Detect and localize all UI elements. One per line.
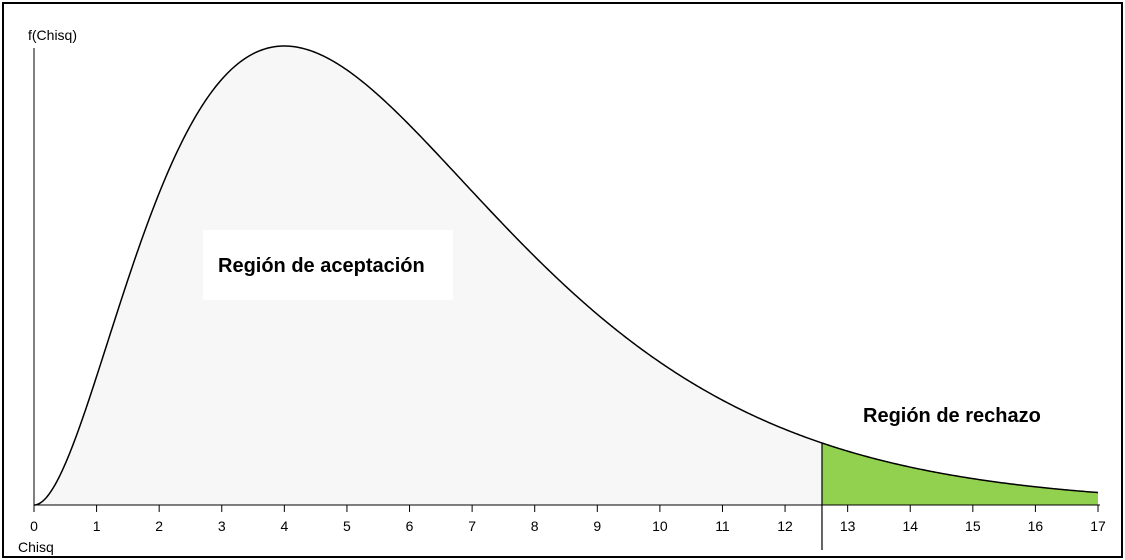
x-tick-label: 7: [468, 518, 476, 534]
rejection-region-label: Región de rechazo: [863, 405, 1041, 427]
x-tick-label: 14: [902, 518, 918, 534]
x-tick-label: 4: [280, 518, 288, 534]
x-tick-label: 0: [30, 518, 38, 534]
x-tick-label: 3: [218, 518, 226, 534]
x-tick-label: 1: [93, 518, 101, 534]
x-tick-label: 2: [155, 518, 163, 534]
x-tick-label: 10: [652, 518, 668, 534]
density-curve: [33, 45, 1099, 506]
x-tick-label: 5: [343, 518, 351, 534]
x-tick-label: 17: [1090, 518, 1106, 534]
x-tick-label: 11: [715, 518, 730, 534]
x-ticks: 0 1 2 3 4 5 6 7 8 9 10 11 12 13 14 15 16 17: [30, 505, 1106, 534]
region-areas: [34, 46, 1098, 505]
rejection-region-area: [821, 442, 1098, 505]
x-tick-label: 12: [777, 518, 793, 534]
x-axis-title: Chisq: [18, 539, 54, 555]
x-tick-label: 8: [531, 518, 539, 534]
acceptance-label-background: [203, 230, 453, 300]
x-tick-label: 9: [593, 518, 601, 534]
acceptance-region-label: Región de aceptación: [218, 255, 425, 277]
x-tick-label: 6: [406, 518, 414, 534]
x-tick-label: 15: [965, 518, 981, 534]
x-tick-label: 13: [840, 518, 856, 534]
y-axis-title: f(Chisq): [28, 27, 77, 43]
x-tick-label: 16: [1028, 518, 1044, 534]
